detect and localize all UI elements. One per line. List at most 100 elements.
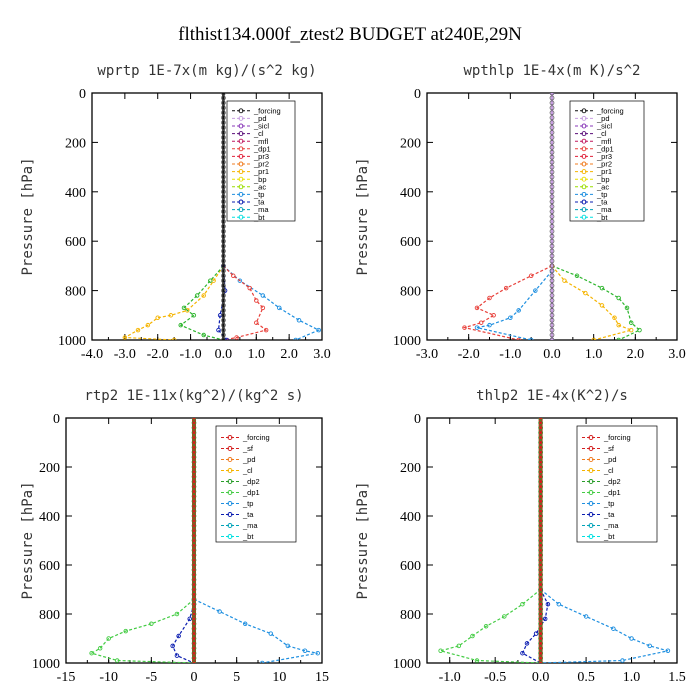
legend-label: _cl: [253, 129, 264, 138]
forcing-marker: [538, 533, 543, 538]
forcing-marker: [538, 660, 543, 663]
series-marker: [637, 327, 642, 333]
legend-marker: [227, 457, 233, 462]
legend-label: _pd: [603, 455, 617, 464]
legend-label: _pr1: [596, 167, 612, 176]
forcing-marker: [549, 95, 555, 101]
series-marker: [533, 631, 539, 636]
legend-label: _tp: [596, 190, 607, 199]
forcing-marker: [538, 645, 543, 651]
y-tick-label: 600: [39, 559, 60, 574]
legend-marker: [238, 108, 244, 114]
series-marker: [174, 611, 180, 617]
forcing-marker: [538, 445, 543, 450]
series-line-tp: [540, 589, 669, 663]
y-tick-label: 800: [400, 608, 421, 623]
legend-marker: [227, 534, 233, 539]
forcing-marker: [549, 115, 555, 121]
forcing-marker: [191, 650, 197, 656]
forcing-marker: [549, 337, 555, 340]
forcing-marker: [538, 606, 543, 612]
forcing-marker: [221, 273, 226, 279]
y-tick-label: 600: [400, 235, 421, 250]
series-marker: [89, 650, 94, 656]
legend-marker: [581, 131, 587, 137]
series-marker: [114, 658, 120, 663]
y-tick-label: 1000: [58, 334, 86, 349]
forcing-marker: [191, 626, 197, 632]
legend-label: _bt: [242, 532, 254, 541]
legend-label: _ac: [596, 182, 609, 191]
legend-marker: [588, 457, 594, 462]
forcing-marker: [191, 454, 197, 460]
series-marker: [533, 288, 538, 293]
series-line-tp: [222, 265, 321, 340]
legend-label: _mfl: [596, 137, 612, 146]
series-marker: [528, 273, 534, 279]
forcing-marker: [549, 100, 555, 106]
forcing-marker: [549, 258, 555, 264]
legend-marker: [238, 214, 244, 220]
series-marker: [155, 315, 160, 321]
series-marker: [474, 325, 480, 330]
series-marker: [178, 322, 183, 328]
forcing-marker: [221, 288, 226, 293]
forcing-marker: [191, 494, 197, 499]
series-marker: [296, 317, 302, 323]
x-tick-label: -0.5: [484, 670, 506, 685]
series-marker: [438, 648, 443, 654]
forcing-marker: [549, 159, 555, 165]
legend-label: _pr3: [596, 152, 612, 161]
y-tick-label: 800: [400, 285, 421, 300]
legend-marker: [581, 146, 587, 152]
forcing-marker: [191, 567, 197, 573]
forcing-marker: [538, 650, 543, 656]
series-marker: [520, 601, 525, 607]
series-marker: [315, 650, 320, 656]
forcing-marker: [191, 420, 197, 426]
series-marker: [611, 626, 616, 631]
legend-label: _cl: [242, 466, 253, 475]
y-tick-label: 0: [53, 412, 60, 427]
forcing-marker: [549, 238, 555, 244]
legend-marker: [581, 207, 587, 213]
legend-label: _pd: [253, 114, 267, 123]
y-tick-label: 1000: [393, 657, 421, 672]
x-tick-label: 0.5: [577, 670, 595, 685]
legend-label: _mfl: [253, 137, 269, 146]
forcing-marker: [191, 572, 197, 578]
forcing-marker: [191, 445, 197, 450]
forcing-marker: [221, 154, 226, 160]
series-marker: [516, 308, 521, 313]
x-tick-label: 0: [191, 670, 198, 685]
legend-label: _dp1: [603, 488, 621, 497]
forcing-marker: [221, 337, 226, 340]
legend-marker: [581, 214, 587, 220]
forcing-marker: [549, 273, 555, 279]
forcing-marker: [549, 312, 555, 318]
series-marker: [520, 650, 525, 656]
series-marker: [562, 278, 567, 283]
forcing-marker: [538, 557, 543, 563]
y-tick-label: 600: [400, 559, 421, 574]
forcing-marker: [221, 298, 226, 303]
forcing-marker: [549, 199, 555, 205]
forcing-marker: [538, 469, 543, 475]
series-marker: [185, 308, 190, 313]
legend-label: _tp: [603, 499, 614, 508]
forcing-marker: [191, 562, 197, 568]
forcing-marker: [221, 130, 226, 135]
legend-label: _bt: [596, 213, 608, 222]
legend-label: _ta: [596, 198, 608, 207]
series-marker: [462, 325, 467, 330]
forcing-marker: [538, 631, 543, 636]
panel-title: wprtp 1E-7x(m kg)/(s^2 kg): [97, 63, 316, 79]
forcing-marker: [221, 189, 226, 195]
x-tick-label: -1.0: [179, 347, 201, 362]
series-marker: [171, 337, 177, 340]
x-tick-label: 0.0: [543, 347, 561, 362]
legend-label: _forcing: [242, 433, 270, 442]
forcing-marker: [538, 454, 543, 460]
forcing-marker: [191, 587, 197, 592]
series-line-ac: [122, 265, 224, 340]
